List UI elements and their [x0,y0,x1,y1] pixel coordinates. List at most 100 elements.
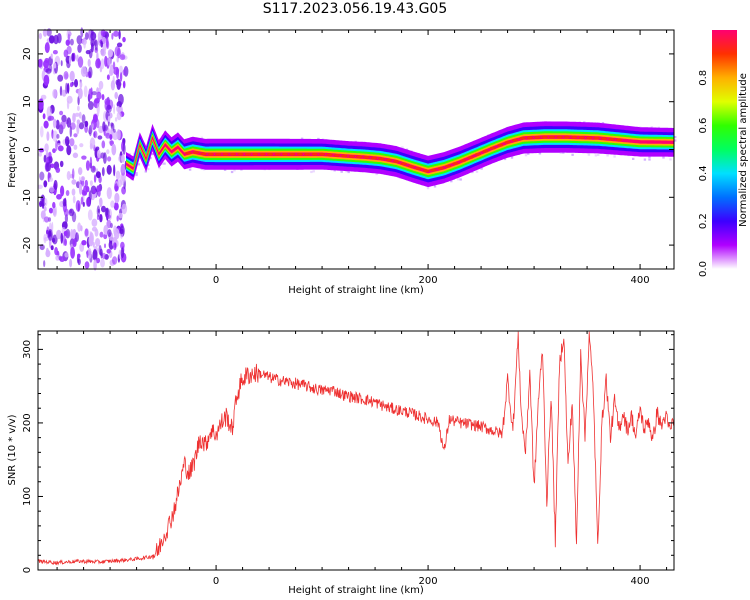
noise-speckle [85,160,90,171]
ridge-peak [400,162,407,166]
noise-speckle [55,119,60,130]
noise-speckle [44,42,50,54]
ridge-peak [296,152,303,156]
noise-speckle [43,197,48,207]
ridge-peak [615,138,623,142]
noise-speckle [48,35,55,44]
ridge-halo [144,170,147,173]
noise-speckle [116,78,121,90]
noise-speckle [95,257,101,264]
ridge-halo [674,139,677,142]
noise-speckle [120,247,125,259]
noise-speckle [85,186,90,193]
noise-speckle [69,38,74,46]
ridge-halo [650,126,654,129]
noise-speckle [107,115,111,123]
noise-speckle [53,62,57,69]
noise-speckle [114,91,118,100]
ridge-peak [311,152,318,156]
ridge-halo [475,170,479,173]
noise-speckle [113,30,119,37]
noise-speckle [84,261,90,269]
noise-speckle [59,110,64,116]
noise-speckle [66,100,70,110]
noise-speckle [118,30,121,40]
noise-speckle [79,81,83,89]
noise-speckle [119,71,123,82]
spectrogram-xlabel: Height of straight line (km) [288,285,424,296]
noise-speckle [100,29,106,37]
ridge-halo [587,153,591,156]
noise-speckle [95,171,101,179]
noise-speckle [88,124,92,137]
noise-speckle [78,111,82,119]
ridge-halo [601,122,605,125]
ridge-halo [340,170,343,173]
ridge-peak [571,135,578,139]
noise-speckle [63,208,69,217]
noise-speckle [80,196,84,205]
noise-speckle [43,236,50,242]
noise-speckle [72,112,76,123]
noise-speckle [39,171,45,181]
noise-speckle [81,114,86,124]
noise-speckle [106,164,112,175]
ridge-peak [229,152,237,156]
ridge-halo [527,152,530,155]
noise-speckle [87,58,91,67]
noise-speckle [96,205,101,217]
noise-speckle [73,144,78,150]
noise-speckle [43,74,50,86]
ridge-halo [163,162,166,165]
noise-speckle [112,128,116,133]
ridge-halo [149,157,152,160]
noise-speckle [77,258,81,266]
noise-speckle [45,162,52,172]
noise-speckle [59,256,65,262]
noise-speckle [93,174,97,183]
noise-speckle [43,260,46,268]
ridge-peak [304,152,311,156]
ridge-halo [188,168,192,171]
noise-speckle [111,32,114,40]
noise-speckle [113,164,116,177]
noise-speckle [115,170,121,180]
noise-speckle [112,61,116,70]
noise-speckle [50,245,54,251]
ridge-peak [192,151,200,154]
noise-speckle [87,101,94,110]
ridge-halo [347,170,350,174]
noise-speckle [116,42,123,48]
y-tick-label: 100 [22,487,33,506]
ridge-halo [613,155,616,158]
ridge-halo [594,154,598,157]
noise-speckle [78,176,81,188]
noise-speckle [37,58,43,68]
noise-speckle [110,122,114,127]
noise-speckle [92,241,95,248]
ridge-peak [482,149,489,153]
noise-speckle [97,135,103,140]
noise-speckle [48,177,54,182]
ridge-peak [437,167,444,170]
noise-speckle [52,201,56,209]
noise-speckle [69,258,73,268]
ridge-halo [135,173,138,177]
noise-speckle [65,190,70,196]
noise-speckle [56,134,60,139]
noise-speckle [87,209,93,221]
x-tick-label: 0 [213,576,219,587]
noise-speckle [72,152,79,159]
noise-speckle [77,222,82,232]
noise-speckle [60,60,63,67]
noise-speckle [113,202,119,211]
ridge-peak [452,162,459,165]
noise-speckle [48,207,54,214]
ridge-peak [274,152,281,156]
ridge-peak [467,156,474,159]
noise-speckle [74,112,80,117]
noise-speckle [77,44,82,53]
y-tick-label: 0 [22,146,33,152]
noise-speckle [100,58,105,70]
